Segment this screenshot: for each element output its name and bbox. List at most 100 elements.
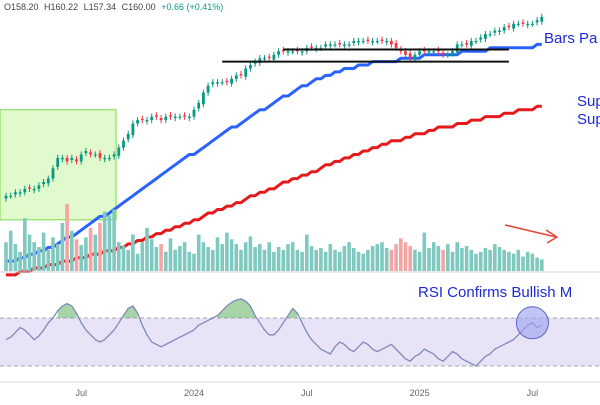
candle-body — [249, 65, 252, 69]
support-label-upper: Sup — [577, 93, 600, 110]
candle-body — [516, 23, 520, 25]
candle-body — [56, 157, 60, 167]
volume-bar — [380, 242, 384, 271]
rsi-overbought-fill — [57, 303, 77, 318]
candle-body — [244, 68, 248, 77]
candle-body — [540, 16, 544, 22]
volume-bar — [474, 253, 478, 271]
candle-body — [493, 30, 497, 33]
candle-body — [183, 115, 186, 117]
volume-bar — [413, 249, 417, 271]
volume-bar — [102, 211, 107, 271]
candle-body — [328, 44, 332, 46]
candle-body — [286, 51, 290, 53]
volume-bar — [135, 253, 140, 271]
volume-bar — [272, 251, 276, 271]
candle-body — [465, 43, 468, 45]
candle-body — [258, 58, 262, 63]
support-label-lower: Sup — [577, 111, 600, 128]
candle-body — [531, 23, 534, 25]
volume-bar — [220, 244, 224, 271]
candle-body — [169, 115, 172, 117]
low-value: L157.34 — [83, 2, 117, 12]
candle-body — [98, 153, 102, 158]
candle-body — [404, 51, 407, 55]
volume-bar — [455, 242, 459, 271]
volume-bar — [192, 253, 196, 271]
candle-body — [385, 40, 389, 43]
volume-bar — [201, 242, 206, 271]
candle-body — [206, 85, 210, 93]
volume-bar — [107, 215, 112, 271]
candle-body — [460, 44, 464, 46]
candle-body — [93, 154, 97, 156]
volume-bar — [27, 234, 32, 271]
candle-body — [366, 39, 370, 41]
rsi-pane — [0, 298, 600, 367]
volume-bar — [493, 244, 497, 271]
volume-bar — [206, 247, 210, 271]
time-axis-tick-label: Jul — [301, 388, 313, 398]
volume-bar — [140, 242, 145, 271]
candle-body — [112, 154, 116, 157]
volume-bar — [126, 249, 130, 271]
volume-bar — [248, 236, 253, 271]
open-value: O158.20 — [4, 2, 39, 12]
time-axis-tick-label: 2024 — [184, 388, 204, 398]
candle-body — [272, 54, 276, 60]
volume-bar — [399, 238, 403, 271]
candle-body — [164, 116, 168, 121]
volume-bar — [436, 246, 441, 271]
volume-bar — [356, 251, 361, 271]
volume-bar — [394, 244, 398, 271]
candle-body — [225, 80, 229, 83]
candle-body — [507, 25, 511, 28]
volume-bar — [187, 251, 192, 271]
candle-body — [202, 92, 205, 105]
price-pane — [0, 13, 544, 277]
volume-bar — [290, 242, 295, 271]
candle-body — [371, 40, 374, 43]
volume-bar — [333, 249, 337, 271]
candle-body — [220, 82, 224, 84]
rsi-confirms-label: RSI Confirms Bullish M — [418, 284, 572, 301]
volume-bar — [502, 249, 506, 271]
candle-body — [521, 22, 525, 24]
candle-body — [526, 23, 530, 26]
change-value: +0.66 (+0.41%) — [161, 2, 224, 12]
time-axis-tick-label: Jul — [75, 388, 87, 398]
candle-body — [408, 53, 412, 59]
volume-bar — [540, 259, 544, 271]
volume-bar — [314, 249, 318, 271]
volume-bar — [370, 246, 375, 271]
volume-bar — [328, 244, 333, 271]
volume-bar — [511, 253, 516, 271]
candle-body — [89, 152, 92, 155]
candle-body — [9, 195, 13, 197]
volume-bar — [403, 242, 408, 271]
volume-bar — [173, 249, 177, 271]
candle-body — [310, 46, 313, 48]
volume-bar — [483, 247, 488, 271]
candle-body — [296, 49, 299, 52]
time-axis-tick-label: 2025 — [410, 388, 430, 398]
ohlc-readout: O158.20 H160.22 L157.34 C160.00 +0.66 (+… — [4, 2, 226, 12]
volume-bar — [93, 234, 98, 271]
volume-bar — [478, 251, 483, 271]
volume-bar — [464, 246, 469, 271]
volume-bar — [521, 256, 525, 271]
candle-body — [418, 51, 421, 55]
volume-bar — [37, 247, 41, 271]
volume-bar — [154, 247, 159, 271]
candle-body — [197, 102, 201, 109]
volume-bar — [112, 209, 116, 271]
candle-body — [455, 44, 459, 53]
candle-body — [352, 40, 356, 44]
volume-bar — [70, 230, 74, 271]
candle-body — [211, 82, 215, 85]
candle-body — [361, 40, 365, 43]
volume-bar — [450, 251, 455, 271]
rsi-overbought-fill — [123, 306, 138, 318]
